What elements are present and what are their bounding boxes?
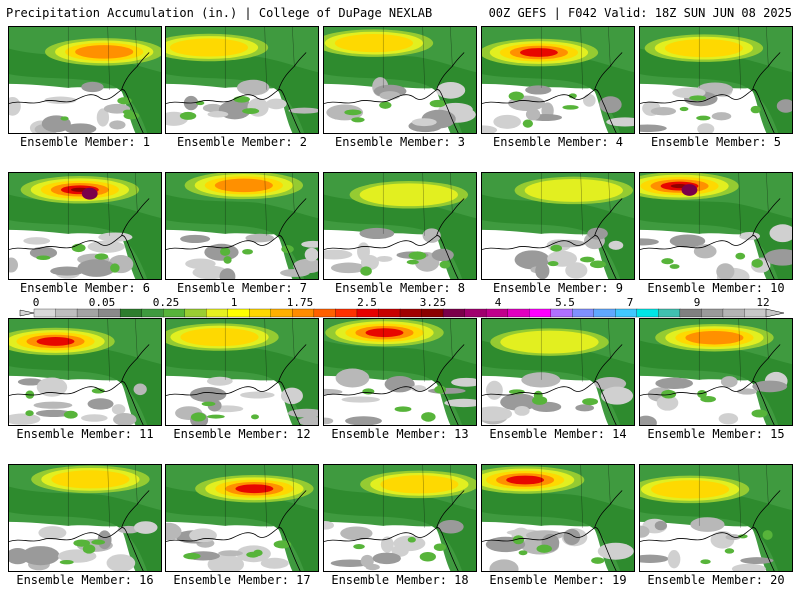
ensemble-member-label: Ensemble Member: 4 bbox=[492, 135, 624, 149]
ensemble-member-label: Ensemble Member: 1 bbox=[19, 135, 151, 149]
precipitation-map bbox=[640, 27, 792, 133]
ensemble-member-label: Ensemble Member: 5 bbox=[650, 135, 782, 149]
ensemble-member-map-panel bbox=[8, 172, 162, 280]
precipitation-map bbox=[482, 465, 634, 571]
legend-tick-label: 0.05 bbox=[88, 296, 116, 309]
ensemble-member-label: Ensemble Member: 19 bbox=[489, 573, 627, 587]
precipitation-map bbox=[640, 465, 792, 571]
precipitation-map bbox=[482, 173, 634, 279]
map-title: Precipitation Accumulation (in.) | Colle… bbox=[6, 6, 433, 20]
ensemble-member-map-panel bbox=[323, 172, 477, 280]
precipitation-map bbox=[9, 465, 161, 571]
ensemble-member-map-panel bbox=[8, 464, 162, 572]
precipitation-map bbox=[640, 173, 792, 279]
legend-tick-label: 0.25 bbox=[152, 296, 180, 309]
legend-tick-label: 1 bbox=[230, 296, 238, 309]
precipitation-map bbox=[166, 173, 318, 279]
legend-tick-label: 5.5 bbox=[555, 296, 575, 309]
legend-tick-label: 12 bbox=[756, 296, 770, 309]
legend-color-bar bbox=[19, 308, 785, 318]
precipitation-map bbox=[324, 319, 476, 425]
precipitation-map bbox=[166, 27, 318, 133]
ensemble-member-map-panel bbox=[8, 318, 162, 426]
precipitation-map bbox=[324, 173, 476, 279]
legend-tick-label: 2.5 bbox=[357, 296, 377, 309]
ensemble-member-map-panel bbox=[481, 318, 635, 426]
legend-tick-label: 0 bbox=[32, 296, 40, 309]
ensemble-member-map-panel bbox=[323, 26, 477, 134]
legend-tick-label: 1.75 bbox=[286, 296, 314, 309]
ensemble-member-label: Ensemble Member: 16 bbox=[16, 573, 154, 587]
ensemble-member-map-panel bbox=[165, 318, 319, 426]
ensemble-member-label: Ensemble Member: 15 bbox=[647, 427, 785, 441]
ensemble-member-label: Ensemble Member: 20 bbox=[647, 573, 785, 587]
ensemble-member-map-panel bbox=[323, 318, 477, 426]
ensemble-member-label: Ensemble Member: 2 bbox=[176, 135, 308, 149]
ensemble-member-label: Ensemble Member: 14 bbox=[489, 427, 627, 441]
ensemble-member-label: Ensemble Member: 8 bbox=[334, 281, 466, 295]
ensemble-member-map-panel bbox=[639, 172, 793, 280]
ensemble-member-label: Ensemble Member: 11 bbox=[16, 427, 154, 441]
legend-tick-label: 9 bbox=[693, 296, 701, 309]
precipitation-map bbox=[166, 319, 318, 425]
ensemble-member-map-panel bbox=[165, 26, 319, 134]
color-scale-legend: 0 0.05 0.25 1 1.75 2.5 3.25 4 5.5 7 9 12 bbox=[0, 296, 800, 320]
ensemble-member-label: Ensemble Member: 9 bbox=[492, 281, 624, 295]
ensemble-member-map-panel bbox=[639, 464, 793, 572]
precipitation-map bbox=[324, 27, 476, 133]
precipitation-map bbox=[640, 319, 792, 425]
ensemble-member-label: Ensemble Member: 17 bbox=[173, 573, 311, 587]
ensemble-member-label: Ensemble Member: 13 bbox=[331, 427, 469, 441]
precipitation-map bbox=[482, 27, 634, 133]
ensemble-member-map-panel bbox=[165, 172, 319, 280]
legend-tick-label: 3.25 bbox=[419, 296, 447, 309]
ensemble-member-map-panel bbox=[481, 464, 635, 572]
precipitation-map bbox=[324, 465, 476, 571]
ensemble-member-label: Ensemble Member: 10 bbox=[647, 281, 785, 295]
ensemble-member-label: Ensemble Member: 18 bbox=[331, 573, 469, 587]
ensemble-member-map-panel bbox=[639, 318, 793, 426]
ensemble-member-label: Ensemble Member: 7 bbox=[176, 281, 308, 295]
ensemble-member-map-panel bbox=[639, 26, 793, 134]
ensemble-member-label: Ensemble Member: 3 bbox=[334, 135, 466, 149]
ensemble-member-map-panel bbox=[8, 26, 162, 134]
ensemble-member-map-panel bbox=[481, 172, 635, 280]
precipitation-map bbox=[482, 319, 634, 425]
model-run-info: 00Z GEFS | F042 Valid: 18Z SUN JUN 08 20… bbox=[488, 6, 792, 20]
ensemble-member-map-panel bbox=[323, 464, 477, 572]
precipitation-map bbox=[166, 465, 318, 571]
legend-tick-label: 7 bbox=[626, 296, 634, 309]
ensemble-member-map-panel bbox=[165, 464, 319, 572]
ensemble-member-map-panel bbox=[481, 26, 635, 134]
precipitation-map bbox=[9, 27, 161, 133]
precipitation-map bbox=[9, 319, 161, 425]
ensemble-member-label: Ensemble Member: 6 bbox=[19, 281, 151, 295]
precipitation-map bbox=[9, 173, 161, 279]
legend-tick-label: 4 bbox=[494, 296, 502, 309]
ensemble-member-label: Ensemble Member: 12 bbox=[173, 427, 311, 441]
